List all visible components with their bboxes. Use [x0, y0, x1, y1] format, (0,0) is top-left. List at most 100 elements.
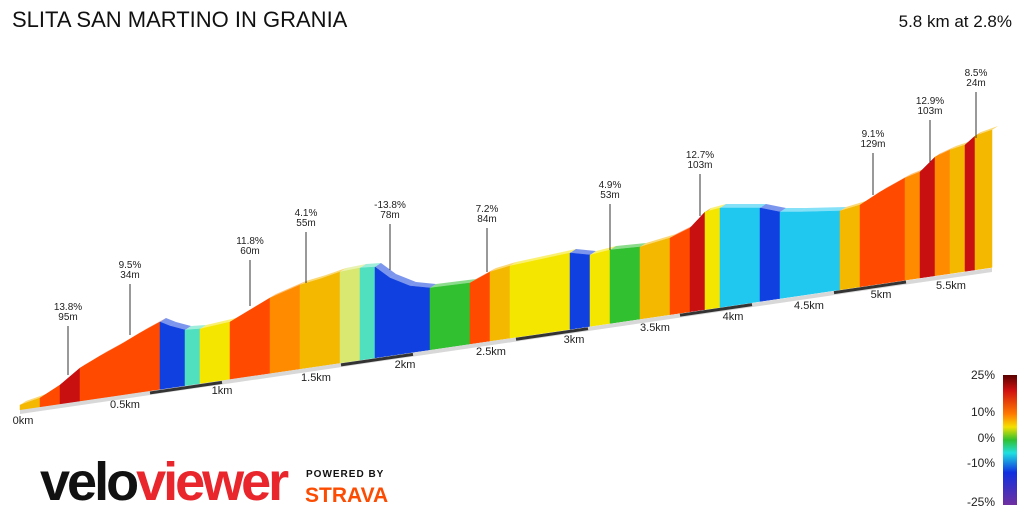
distance-label: 2km: [395, 359, 416, 371]
logo: veloviewer: [40, 452, 289, 512]
strip-top: [60, 364, 86, 385]
distance-label: 1km: [212, 385, 233, 397]
strip: [159, 321, 171, 390]
distance-label: 3km: [564, 334, 585, 346]
strip-top: [860, 188, 886, 205]
annotation-grade: 12.9%: [916, 96, 944, 107]
strip: [589, 249, 611, 327]
km-band: [149, 380, 223, 395]
legend-label: -10%: [967, 456, 995, 470]
strip: [139, 321, 161, 393]
annotation-grade: 7.2%: [476, 204, 499, 215]
annotation-grade: 9.1%: [862, 129, 885, 140]
annotation-length: 53m: [600, 190, 619, 201]
annotation-grade: -13.8%: [374, 200, 406, 211]
logo-viewer: viewer: [136, 452, 289, 512]
strip: [269, 284, 301, 374]
distance-label: 4.5km: [794, 300, 824, 312]
distance-label: 1.5km: [301, 372, 331, 384]
km-band: [833, 280, 907, 295]
strip: [639, 237, 671, 320]
strip-top: [905, 168, 926, 178]
annotation-length: 60m: [240, 246, 259, 257]
strip: [569, 252, 591, 330]
strip: [879, 177, 906, 285]
strip: [904, 171, 921, 281]
strip-top: [705, 204, 726, 212]
annotation-length: 34m: [120, 270, 139, 281]
strip-top: [780, 208, 806, 212]
strip: [184, 328, 201, 387]
distance-label: 2.5km: [476, 346, 506, 358]
strip: [319, 271, 341, 367]
strip-top: [430, 279, 476, 288]
strip-top: [230, 306, 256, 322]
strip-top: [100, 341, 126, 356]
annotation-grade: 13.8%: [54, 302, 82, 313]
strip-top: [140, 318, 166, 333]
strip: [409, 285, 431, 354]
strip: [934, 149, 951, 277]
strip: [339, 267, 361, 364]
legend-label: -25%: [967, 495, 995, 509]
strip: [949, 144, 966, 274]
strip-top: [320, 268, 346, 279]
strip: [839, 204, 861, 291]
strip: [689, 211, 706, 313]
profile-strips: [19, 126, 998, 414]
annotation-grade: 9.5%: [119, 260, 142, 271]
strip-top: [840, 201, 866, 211]
annotation-length: 103m: [687, 160, 712, 171]
strip: [759, 207, 781, 302]
title: SLITA SAN MARTINO IN GRANIA: [12, 7, 348, 32]
annotation-length: 95m: [58, 312, 77, 323]
strip: [229, 309, 251, 380]
annotation-length: 55m: [296, 218, 315, 229]
summary: 5.8 km at 2.8%: [899, 12, 1012, 31]
strip-top: [375, 263, 396, 278]
distance-label: 5km: [871, 289, 892, 301]
distance-label: 0.5km: [110, 399, 140, 411]
strip: [79, 355, 101, 402]
strip-top: [170, 322, 191, 330]
strip-top: [950, 141, 971, 150]
strip: [119, 332, 141, 396]
strip-top: [270, 281, 306, 298]
powered-by: POWERED BY: [306, 469, 384, 480]
strip: [779, 211, 801, 299]
legend-bar: [1003, 375, 1017, 505]
strip: [704, 207, 721, 310]
strava: STRAVA: [305, 484, 388, 507]
strip: [669, 227, 691, 315]
annotation-length: 78m: [380, 210, 399, 221]
strip: [429, 282, 471, 351]
distance-label: 4km: [723, 311, 744, 323]
strip: [974, 129, 993, 271]
strip-top: [390, 274, 416, 286]
strip-top: [610, 243, 646, 250]
strip-top: [720, 204, 766, 208]
legend-label: 25%: [971, 368, 995, 382]
strip: [469, 271, 491, 345]
strip-top: [880, 174, 911, 192]
strip: [374, 266, 391, 359]
strip-top: [360, 263, 381, 268]
strip: [169, 325, 186, 389]
logo-velo: velo: [40, 452, 137, 512]
strip: [99, 344, 121, 399]
strip: [799, 210, 841, 296]
strip: [509, 252, 571, 339]
strip-top: [250, 294, 276, 310]
km-band: [679, 303, 753, 317]
strip-top: [340, 264, 366, 272]
strip: [389, 277, 411, 357]
strip: [489, 265, 511, 342]
strip-top: [800, 207, 846, 212]
km-band: [340, 352, 414, 367]
strip-top: [410, 282, 436, 288]
strip-top: [760, 204, 786, 212]
strip: [59, 367, 81, 405]
strip: [359, 266, 376, 361]
annotation-length: 24m: [966, 78, 985, 89]
